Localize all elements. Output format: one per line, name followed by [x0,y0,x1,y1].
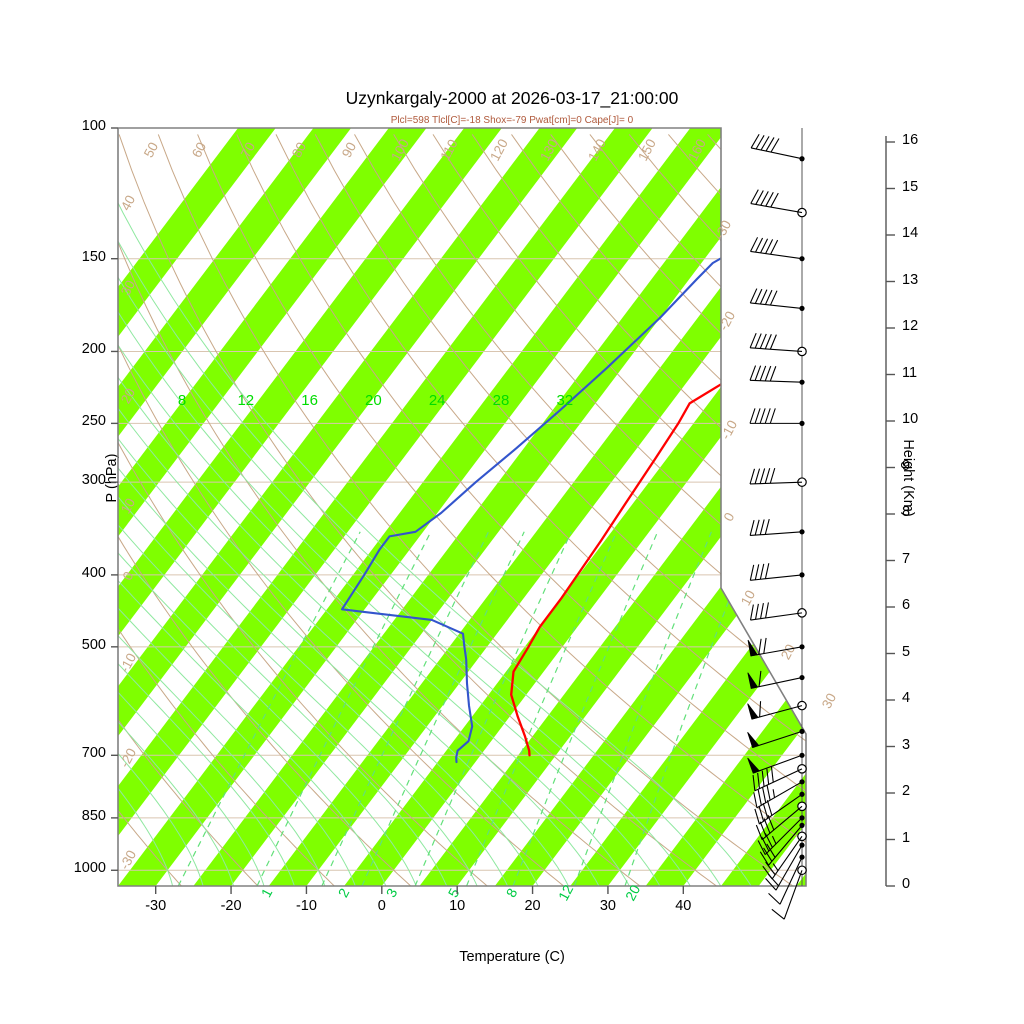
mixing-ratio-label-20: 20 [622,882,644,903]
wind-barb [749,408,805,426]
wind-barb [757,815,805,856]
temperature-tick--30: -30 [145,898,167,914]
pressure-tick-700: 700 [81,745,106,762]
dry-adiabat-right-10: 10 [738,588,758,608]
isotherm-label-8: 8 [178,392,186,409]
wind-barb [749,563,805,581]
wind-barb [747,728,805,748]
height-tick-12: 12 [902,318,919,334]
pressure-tick-1000: 1000 [73,860,106,877]
wind-barb [771,865,807,920]
shaded-temperature-bands [118,128,806,886]
height-tick-16: 16 [902,132,919,148]
height-tick-3: 3 [902,736,911,753]
wind-barb [749,467,807,487]
height-tick-6: 6 [902,597,911,613]
pressure-tick-300: 300 [81,472,106,489]
height-tick-7: 7 [902,550,911,567]
dry-adiabat-left-20: 20 [118,386,138,406]
pressure-tick-150: 150 [81,248,106,265]
height-tick-8: 8 [902,504,911,520]
temperature-tick--20: -20 [220,898,242,914]
temperature-tick-10: 10 [449,898,466,914]
height-tick-11: 11 [902,364,918,381]
isotherm-label-24: 24 [429,392,446,409]
pressure-tick-500: 500 [81,636,106,653]
height-tick-2: 2 [902,783,911,799]
dry-adiabat-right-20: 20 [778,642,798,662]
axis-ticks [111,127,685,894]
isotherm-label-28: 28 [493,392,510,409]
wind-barb [749,602,807,621]
pressure-tick-100: 100 [81,118,106,134]
dry-adiabat-left-40: 40 [118,193,138,213]
height-tick-14: 14 [902,225,919,241]
mixing-ratio-label-2: 2 [335,885,353,900]
wind-barb [747,752,805,774]
pressure-tick-200: 200 [81,341,106,358]
isotherm-label-16: 16 [301,392,318,409]
isobar-lines [118,128,806,871]
dewpoint-curve [340,128,806,764]
dry-adiabat-right-0: 0 [721,510,738,524]
height-axis [885,136,895,887]
pressure-tick-250: 250 [81,413,106,430]
height-tick-5: 5 [902,643,911,660]
pressure-tick-850: 850 [81,807,106,824]
wind-barb [762,831,807,880]
height-tick-13: 13 [902,271,919,288]
wind-barb [754,791,805,825]
dry-adiabat-top-70: 70 [238,140,258,160]
dry-adiabat-top-80: 80 [289,140,309,160]
isotherm-label-20: 20 [365,392,382,409]
temperature-tick-20: 20 [524,898,541,914]
height-tick-4: 4 [902,690,911,706]
height-tick-1: 1 [902,829,911,846]
dry-adiabat-left-10: 10 [118,496,138,516]
wind-barb [747,637,805,657]
wind-barb [749,365,805,385]
wind-barb [749,288,805,312]
temperature-tick--10: -10 [295,898,317,914]
wind-barb [753,779,805,809]
wind-barb [750,237,805,262]
wind-barb [750,189,807,218]
dry-adiabat-right-30: 30 [819,691,839,711]
wind-barb [749,332,807,357]
dry-adiabat-left-30: 30 [118,278,138,298]
height-tick-15: 15 [902,178,919,195]
dry-adiabat-top-60: 60 [189,140,209,160]
dry-adiabat-top-50: 50 [141,140,161,160]
wind-barb [747,670,805,689]
page-title: Uzynkargaly-2000 at 2026-03-17_21:00:00 [345,88,679,108]
wind-barb [749,518,805,537]
wind-barb [750,134,805,162]
height-tick-9: 9 [902,457,911,474]
wind-barb [768,854,805,905]
temperature-tick-30: 30 [599,898,616,914]
plot-frame [117,127,807,887]
wind-barb [755,801,807,841]
wind-barb [752,764,807,792]
pressure-tick-400: 400 [81,564,106,581]
x-axis-label: Temperature (C) [459,949,565,965]
height-tick-10: 10 [902,411,919,427]
wind-barb [759,822,805,866]
height-tick-0: 0 [902,876,911,892]
mixing-ratio-label-12: 12 [555,882,577,903]
temperature-tick-0: 0 [377,898,386,914]
temperature-tick-40: 40 [675,898,692,914]
temperature-curve [510,128,806,757]
dry-adiabat-top-90: 90 [339,140,359,160]
grid-and-bands [118,128,806,886]
wind-barb [747,700,807,720]
isotherm-label-12: 12 [237,392,254,409]
sounding-indices-subtitle: Plcl=598 Tlcl[C]=-18 Shox=-79 Pwat[cm]=0… [390,115,634,126]
isotherm-label-32: 32 [556,392,573,409]
wind-barb-column [747,128,807,920]
